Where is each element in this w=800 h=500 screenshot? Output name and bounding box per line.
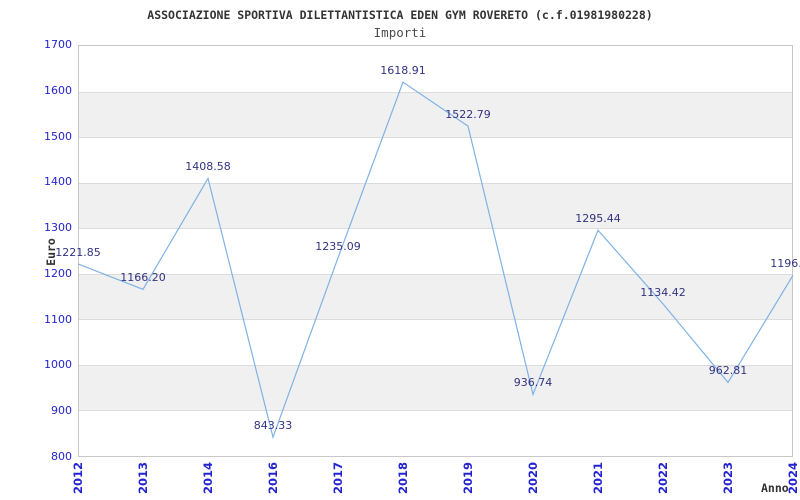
x-tick-label: 2014 [201,462,215,495]
plot-area [77,45,794,457]
gridline [79,137,792,139]
x-tick-label: 2021 [591,462,605,495]
point-label: 843.33 [253,419,293,433]
point-label: 1295.44 [575,212,621,226]
x-tick-label: 2018 [396,462,410,495]
point-label: 1134.42 [640,285,686,299]
x-axis-title: Anno [761,481,789,495]
point-label: 1221.85 [55,245,101,259]
gridline [79,273,792,275]
point-label: 1235.09 [315,239,361,253]
gridline [79,182,792,184]
point-label: 1618.91 [380,64,426,78]
background-band [79,364,792,411]
y-tick-label: 900 [51,404,72,418]
point-label: 962.81 [708,364,748,378]
y-tick-label: 800 [51,450,72,463]
background-band [79,273,792,320]
y-tick-label: 1100 [44,312,72,326]
x-tick-label: 2012 [71,462,85,495]
point-label: 1166.20 [120,271,166,285]
y-tick-label: 1700 [44,38,72,51]
gridline [79,364,792,366]
y-tick-label: 1600 [44,83,72,97]
background-band [79,182,792,229]
background-band [79,91,792,138]
x-tick-label: 2016 [266,462,280,495]
importi-line [77,81,794,440]
x-tick-label: 2022 [656,462,670,495]
y-tick-label: 1000 [44,358,72,372]
y-tick-label: 1200 [44,266,72,280]
x-tick-label: 2020 [526,462,540,495]
point-label: 1196.86 [770,257,800,271]
line-series [77,81,794,440]
chart-title: ASSOCIAZIONE SPORTIVA DILETTANTISTICA ED… [147,8,653,22]
gridline [79,91,792,93]
x-tick-label: 2023 [721,462,735,495]
point-label: 936.74 [513,376,553,390]
gridline [79,319,792,321]
y-axis-title: Euro [44,238,58,266]
point-label: 1522.79 [445,108,491,122]
gridline [79,228,792,230]
chart-subtitle: Importi [373,25,427,40]
gridline [79,410,792,412]
x-tick-label: 2013 [136,462,150,495]
y-tick-label: 1500 [44,129,72,143]
x-tick-label: 2019 [461,462,475,495]
x-tick-label: 2017 [331,462,345,495]
y-tick-label: 1400 [44,175,72,189]
y-tick-label: 1300 [44,221,72,235]
point-label: 1408.58 [185,160,231,174]
